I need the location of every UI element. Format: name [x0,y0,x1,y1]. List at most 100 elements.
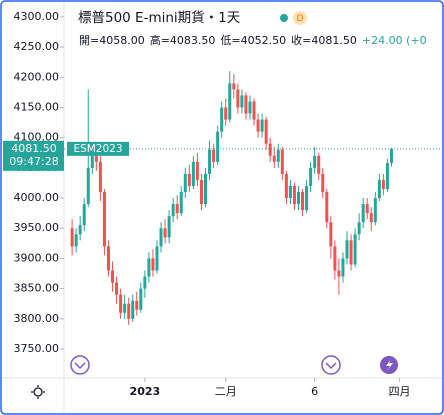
ohlc-value: 低=4052.50 [220,34,286,47]
y-tick-label: 3850.00 [14,282,60,295]
y-tick-label: 3750.00 [14,342,60,355]
price-label: 4081.50 [11,142,57,155]
candle-body [163,228,167,238]
candle-body [232,83,236,90]
candle-body [111,270,115,283]
candle-body [115,282,119,295]
lightning [386,359,393,371]
delay-badge [293,11,307,25]
candle-body [147,258,151,277]
candle-body [296,192,300,205]
status-dot [280,14,288,22]
candle-body [135,300,139,310]
candle-body [94,152,98,162]
candle-body [199,179,203,205]
candle-body [252,101,256,120]
candle-body [276,149,280,162]
candle-body [389,148,393,164]
candle-body [377,179,381,199]
candle-body [70,228,74,247]
x-tick-label: 四月 [389,385,411,398]
candle-body [82,204,86,226]
y-tick-label: 3950.00 [14,221,60,234]
candle-body [123,303,127,313]
chart-title: 標普500 E-mini期貨・1天 [78,9,241,26]
candle-body [321,173,325,193]
candle-body [341,258,345,277]
x-tick-label: 2023 [130,385,161,398]
symbol-tag: ESM2023 [73,143,122,155]
candle-body [139,288,143,310]
candle-body [280,149,284,174]
candle-body [195,161,199,180]
candle-body [212,149,216,162]
candle-body [317,155,321,174]
candle-body [151,258,155,271]
y-tick-label: 4000.00 [14,191,60,204]
candle-body [159,228,163,247]
candle-body [167,216,171,238]
candle-body [228,83,232,120]
candle-body [361,204,365,223]
x-tick-label: 二月 [215,385,237,398]
candle-body [369,213,373,223]
ohlc-value: 收=4081.50 [291,33,357,47]
candle-body [106,246,110,271]
candle-body [385,163,389,189]
candle-body [264,119,268,144]
y-tick-label: 4150.00 [14,100,60,113]
symbol-tag-box [67,141,129,156]
event-arrow [74,362,86,370]
candle-body [353,234,357,265]
countdown: 09:47:28 [9,155,58,168]
y-tick-label: 3900.00 [14,251,60,264]
candle-body [179,192,183,214]
ohlc-value: 開=4058.00 [79,34,145,47]
delay-badge-letter: D [297,14,304,24]
candle-body [224,107,228,120]
candle-body [305,185,309,211]
candle-body [365,204,369,214]
candle-body [349,240,353,265]
candle-body [78,225,82,235]
y-tick-label: 3800.00 [14,312,60,325]
candle-body [204,173,208,205]
candle-body [191,161,195,186]
candle-body [171,204,175,217]
candle-body [74,234,78,247]
candle-body [381,179,385,189]
candle-body [220,107,224,132]
candle-body [187,173,191,186]
candle-body [373,198,377,223]
candle-body [236,89,240,108]
candle-body [119,294,123,313]
candle-body [329,222,333,247]
candle-body [175,204,179,214]
candle-body [131,300,135,319]
candle-body [288,185,292,199]
event-arrow [325,362,337,370]
candle-body [333,246,337,271]
candle-body [216,131,220,162]
candle-body [337,270,341,277]
y-tick-label: 4100.00 [14,131,60,144]
candle-body [272,155,276,162]
y-tick-label: 4300.00 [14,10,60,23]
candle-body [90,152,94,168]
candle-body [313,155,317,168]
candle-body [98,161,102,193]
candle-body [284,173,288,199]
settings-icon[interactable] [33,387,43,397]
candle-body [86,167,90,205]
price-label-box [3,140,64,171]
event-icon[interactable] [70,355,90,375]
event-icon[interactable] [321,355,341,375]
candle-body [301,192,305,211]
candle-body [357,222,361,235]
settings-rays [31,385,45,399]
x-tick-label: 6 [311,385,318,398]
candle-body [127,303,131,319]
candle-body [244,95,248,114]
candle-body [102,192,106,247]
